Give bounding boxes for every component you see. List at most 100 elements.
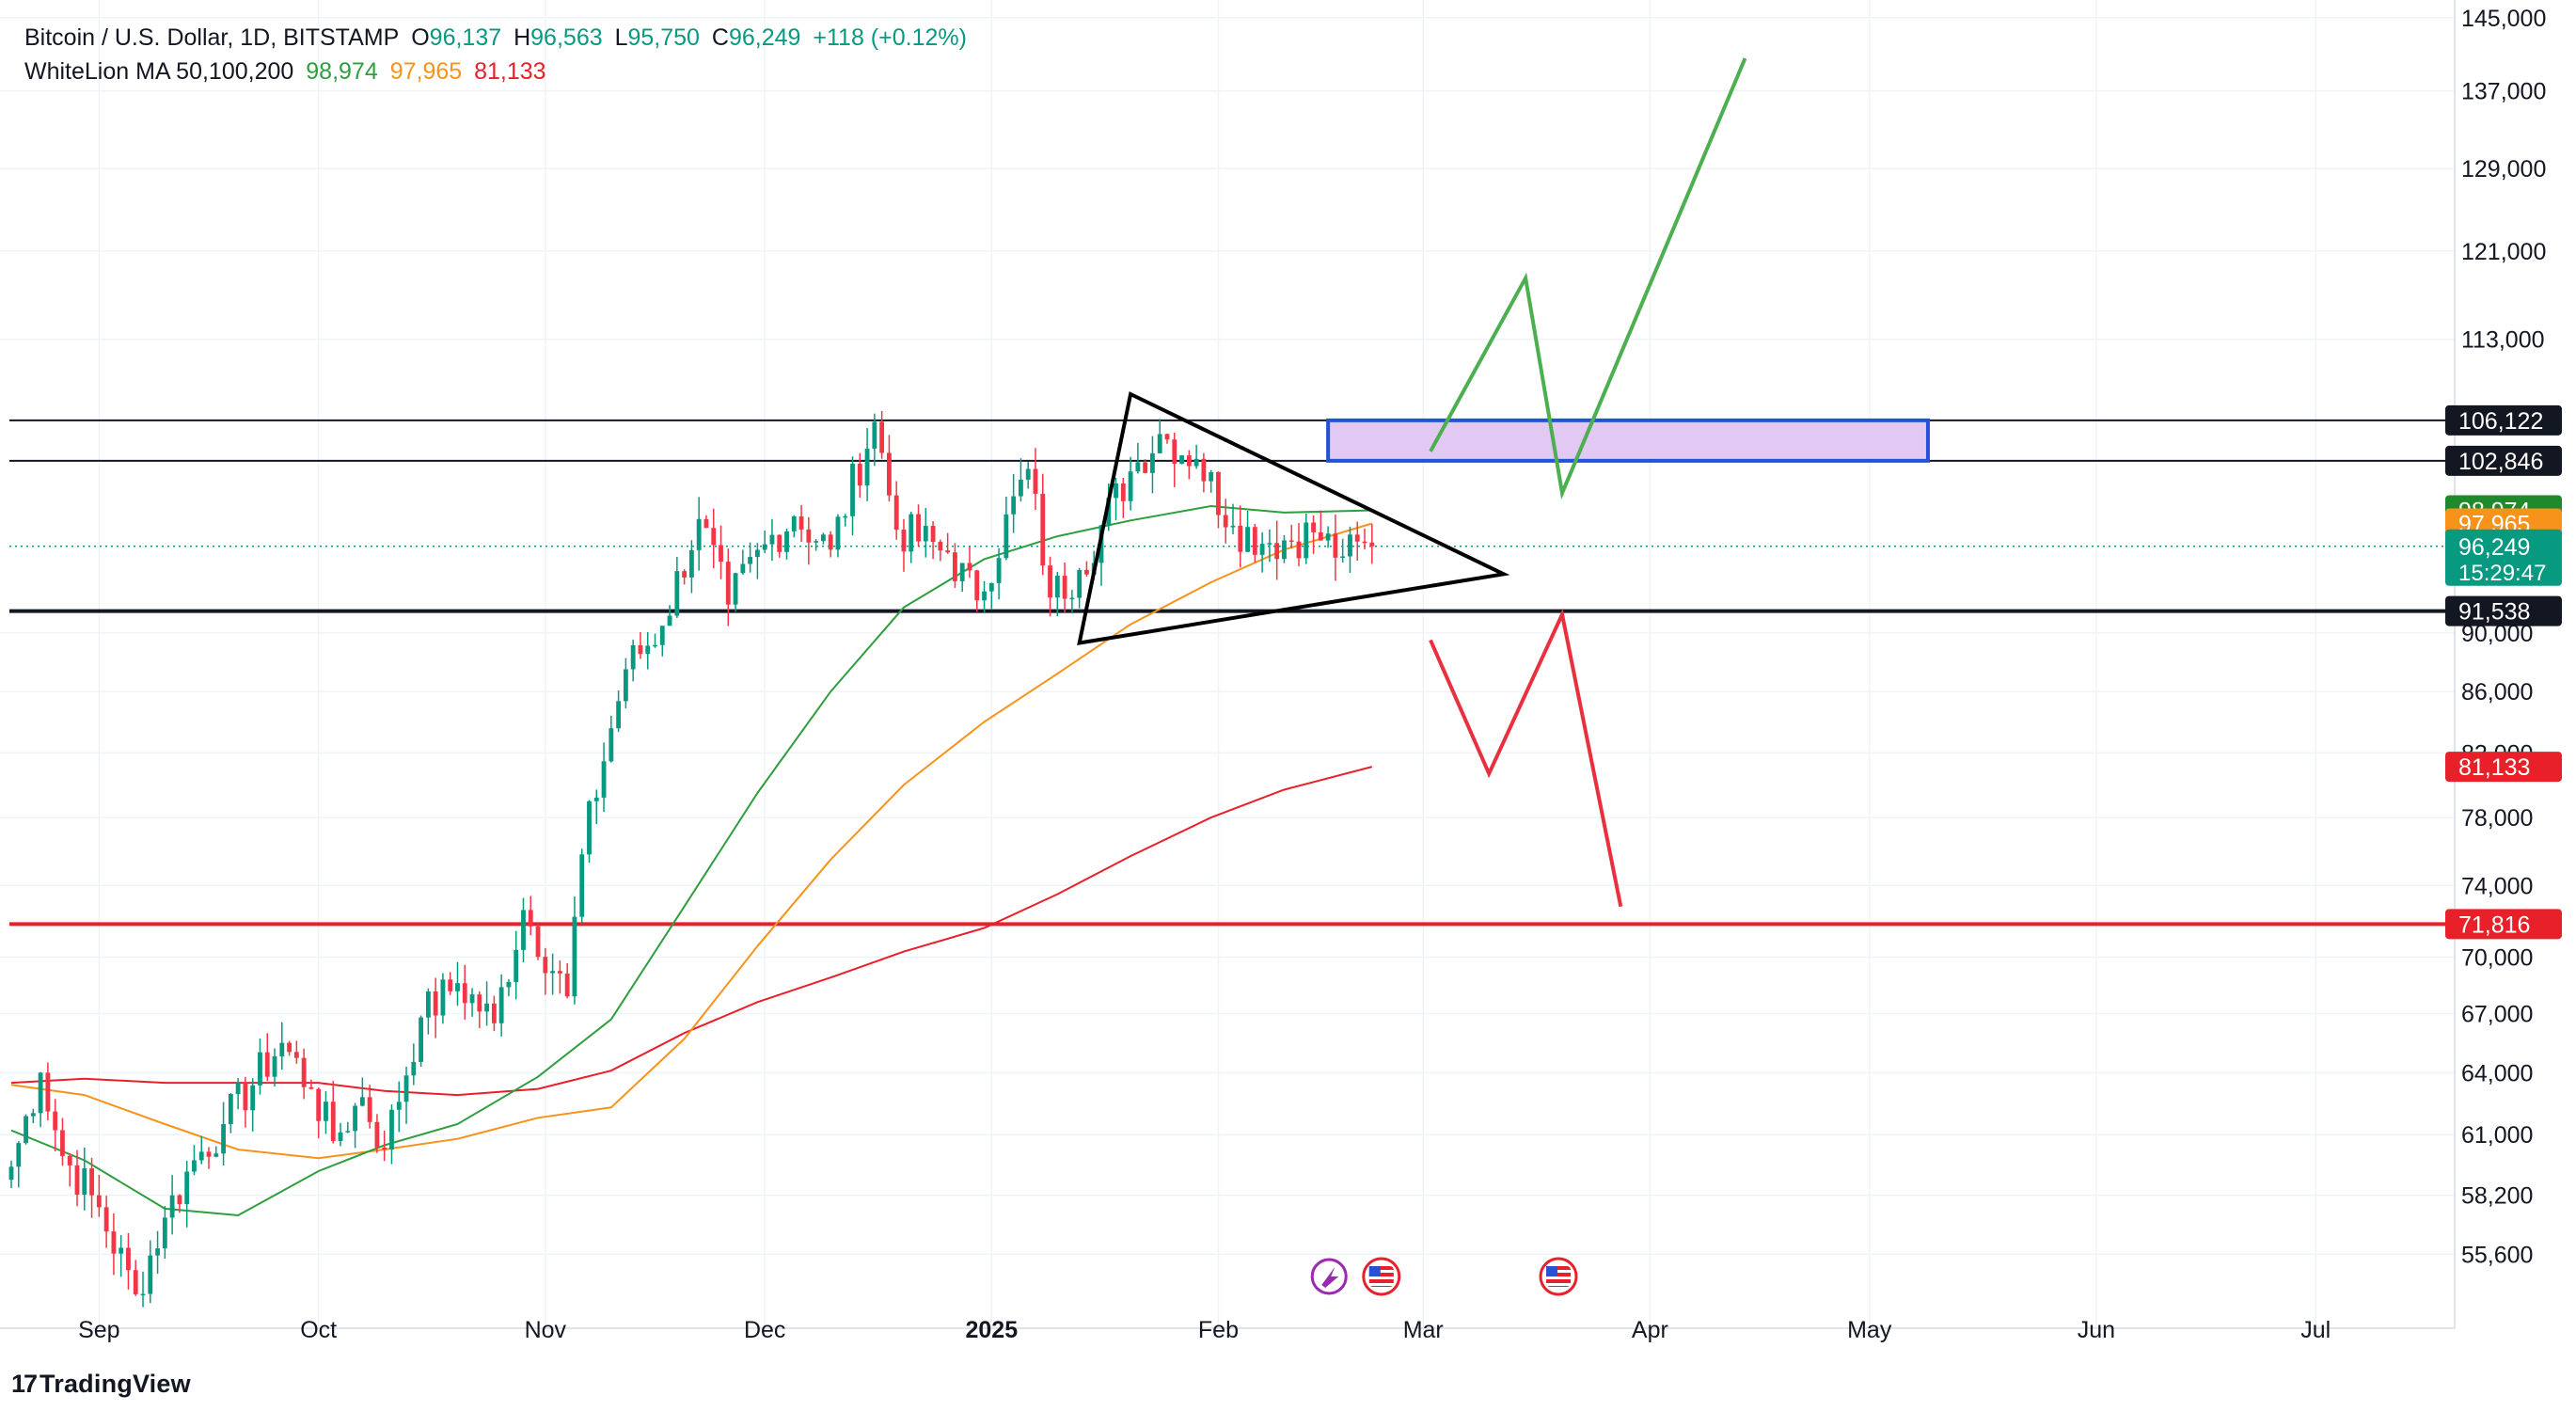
candle (982, 580, 987, 613)
candle-body (272, 1055, 277, 1077)
candle-body (1135, 462, 1141, 472)
candle-body (1325, 533, 1331, 541)
candle (491, 995, 497, 1032)
candle-body (806, 529, 812, 543)
candle-body (901, 530, 907, 552)
candle-body (367, 1097, 372, 1122)
crypto-event-marker (1310, 1258, 1348, 1295)
candle (535, 924, 541, 960)
candle-body (550, 971, 556, 974)
price-tick-label: 78,000 (2461, 805, 2533, 832)
candle-body (1259, 544, 1265, 555)
candle-body (521, 910, 526, 950)
candle-body (967, 563, 972, 571)
candle-body (674, 571, 680, 616)
candle-body (30, 1113, 36, 1117)
candle-body (462, 983, 467, 1004)
horizontal-levels (9, 419, 2455, 927)
time-tick-label: May (1847, 1317, 1892, 1343)
candle-body (353, 1105, 357, 1132)
candle-body (514, 949, 519, 982)
candle-body (330, 1102, 336, 1141)
candle-body (345, 1131, 351, 1133)
candle (53, 1099, 58, 1152)
time-tick-label: Mar (1403, 1317, 1444, 1343)
candle (1311, 515, 1316, 554)
candle (1193, 444, 1199, 469)
us-flag-event-icon (1362, 1257, 1401, 1296)
candle (630, 639, 636, 682)
candle-body (1069, 597, 1075, 600)
us-flag-event-icon-2-stripe (1546, 1276, 1572, 1279)
candle-body (1354, 534, 1360, 542)
tradingview-logo[interactable]: 17 TradingView (11, 1370, 191, 1399)
candle-body (828, 534, 833, 550)
candle-body (1348, 534, 1352, 557)
candle-body (1267, 543, 1272, 545)
time-tick-label: Oct (300, 1317, 337, 1343)
candle-body (616, 701, 622, 729)
candle (74, 1149, 80, 1207)
candle (396, 1081, 402, 1133)
price-tick-label: 129,000 (2461, 156, 2546, 182)
us-flag-event-icon-stripe (1368, 1276, 1394, 1279)
price-label-box (2445, 529, 2562, 586)
candle (389, 1104, 394, 1165)
candle (250, 1078, 256, 1132)
ma-legend[interactable]: WhiteLion MA 50,100,200 98,974 97,965 81… (24, 58, 552, 86)
candle-body (579, 854, 585, 917)
price-label-box (2445, 752, 2562, 783)
candle (1172, 432, 1177, 487)
candle (1318, 510, 1323, 541)
candle (206, 1147, 212, 1169)
high-value: 96,563 (530, 24, 603, 51)
candle (440, 973, 446, 1024)
candle-body (1340, 556, 1346, 558)
candle (338, 1122, 343, 1147)
candle-body (287, 1042, 292, 1053)
candle-body (938, 542, 943, 551)
candle-body (1318, 531, 1323, 541)
candle-body (893, 495, 899, 531)
candle (674, 556, 680, 618)
candle (155, 1230, 160, 1275)
time-axis[interactable]: Sep Oct Nov Dec 2025 Feb Mar Apr May Jun Jul (0, 1317, 2455, 1343)
candle (1348, 526, 1352, 573)
candle-body (909, 514, 914, 552)
candle (784, 528, 789, 560)
candle-body (850, 463, 855, 516)
candle (953, 543, 957, 588)
candle-body (1019, 479, 1023, 497)
ma-indicator-name: WhiteLion MA 50,100,200 (24, 58, 294, 85)
open-label: O (411, 24, 430, 51)
candle-body (688, 549, 694, 578)
candle (1069, 590, 1075, 614)
ma100-line (10, 522, 1373, 1160)
candle (798, 504, 804, 543)
candle (587, 800, 592, 864)
candle-body (1252, 527, 1257, 555)
candle-body (564, 973, 570, 997)
candle (1084, 561, 1089, 577)
candles (8, 411, 1375, 1308)
candle-body (653, 644, 657, 647)
price-tick-label: 121,000 (2461, 239, 2546, 265)
drawings (1077, 57, 1747, 908)
candle-body (1209, 471, 1214, 482)
candle-body (16, 1143, 22, 1167)
candle (893, 481, 899, 540)
candle-body (425, 991, 431, 1018)
candle-body (1011, 496, 1017, 515)
candle (477, 991, 482, 1028)
candle-body (659, 626, 665, 645)
candle (60, 1118, 65, 1166)
candle-body (872, 421, 877, 449)
resistance-zone (1326, 418, 1930, 463)
price-axis[interactable]: 145,000137,000129,000121,000113,00090,00… (2445, 0, 2562, 1328)
candle (923, 507, 928, 558)
candle (814, 539, 819, 551)
candle-body (1025, 468, 1031, 480)
candle-body (857, 463, 862, 486)
candle (1216, 471, 1221, 529)
